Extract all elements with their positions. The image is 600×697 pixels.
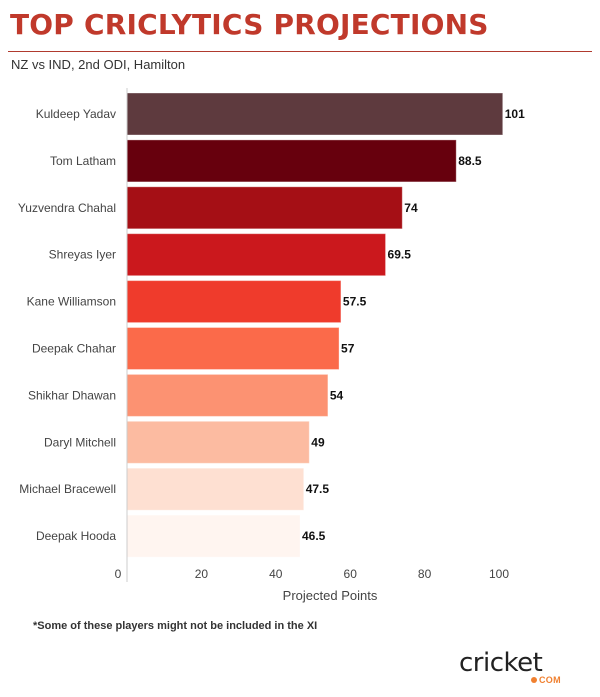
category-label: Yuzvendra Chahal xyxy=(18,201,116,215)
value-label: 69.5 xyxy=(388,248,412,262)
category-label: Deepak Chahar xyxy=(32,342,116,356)
bar xyxy=(126,139,457,183)
value-label: 101 xyxy=(505,107,525,121)
logo-dot-icon xyxy=(531,677,537,683)
category-label: Deepak Hooda xyxy=(36,529,116,543)
category-label: Michael Bracewell xyxy=(19,482,116,496)
category-label: Kane Williamson xyxy=(27,295,116,309)
value-label: 57 xyxy=(341,342,355,356)
bar xyxy=(126,92,504,136)
x-tick-label: 60 xyxy=(344,567,358,581)
category-label: Kuldeep Yadav xyxy=(36,107,116,121)
bar xyxy=(126,280,342,324)
bar-chart: Kuldeep Yadav Tom Latham Yuzvendra Chahal S… xyxy=(18,88,525,603)
bar xyxy=(126,420,310,464)
bar xyxy=(126,467,305,511)
value-label: 88.5 xyxy=(458,154,482,168)
x-tick-label: 80 xyxy=(418,567,432,581)
value-label: 54 xyxy=(330,388,344,402)
title-divider xyxy=(8,51,592,52)
cricket-com-logo: cricket COM xyxy=(455,648,575,688)
category-label: Shikhar Dhawan xyxy=(28,388,116,402)
footnote: *Some of these players might not be incl… xyxy=(33,620,318,632)
bar xyxy=(126,233,387,277)
logo-wordmark: cricket xyxy=(459,648,543,678)
x-tick-label: 40 xyxy=(269,567,283,581)
bars xyxy=(126,92,504,558)
bar xyxy=(126,373,329,417)
category-labels: Kuldeep Yadav Tom Latham Yuzvendra Chahal S… xyxy=(18,107,116,543)
value-label: 49 xyxy=(311,435,325,449)
chart-subtitle: NZ vs IND, 2nd ODI, Hamilton xyxy=(11,57,186,72)
chart-title: TOP CRICLYTICS PROJECTIONS xyxy=(10,8,489,41)
bar xyxy=(126,186,403,230)
category-label: Shreyas Iyer xyxy=(49,248,116,262)
value-label: 46.5 xyxy=(302,529,326,543)
category-label: Tom Latham xyxy=(50,154,116,168)
value-label: 74 xyxy=(404,201,418,215)
x-tick-label: 20 xyxy=(195,567,209,581)
value-label: 47.5 xyxy=(306,482,330,496)
x-tick-label: 100 xyxy=(489,567,509,581)
value-label: 57.5 xyxy=(343,295,367,309)
x-tick-labels: 0 20 40 60 80 100 xyxy=(115,567,510,581)
x-tick-label: 0 xyxy=(115,567,122,581)
logo-suffix: COM xyxy=(539,675,561,685)
x-axis-label: Projected Points xyxy=(283,588,378,603)
category-label: Daryl Mitchell xyxy=(44,435,116,449)
bar xyxy=(126,327,340,370)
value-labels: 101 88.5 74 69.5 57.5 57 54 49 47.5 46.5 xyxy=(302,107,525,543)
bar xyxy=(126,514,301,558)
